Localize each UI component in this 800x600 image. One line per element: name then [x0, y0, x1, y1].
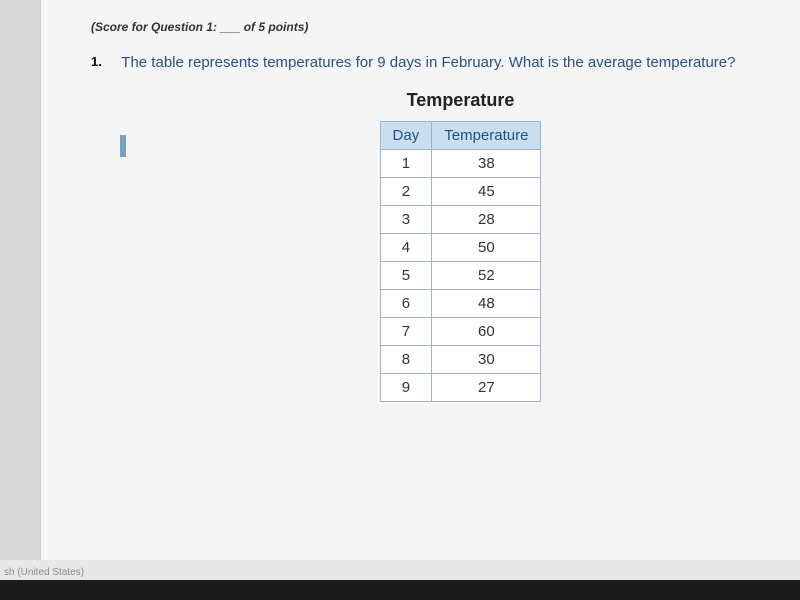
table-row: 760	[380, 318, 541, 346]
score-label: (Score for Question 1: ___ of 5 points)	[91, 20, 750, 34]
cell-day: 3	[380, 206, 432, 234]
cell-temp: 27	[432, 374, 541, 402]
cell-temp: 38	[432, 150, 541, 178]
cell-temp: 52	[432, 262, 541, 290]
temperature-table: Day Temperature 138 245 328 450 552 648 …	[380, 121, 542, 402]
col-day: Day	[380, 122, 432, 150]
table-header-row: Day Temperature	[380, 122, 541, 150]
question-number: 1.	[91, 54, 102, 69]
left-margin	[0, 0, 40, 560]
table-row: 552	[380, 262, 541, 290]
table-row: 927	[380, 374, 541, 402]
cell-day: 4	[380, 234, 432, 262]
table-title: Temperature	[171, 90, 750, 111]
cell-day: 8	[380, 346, 432, 374]
table-row: 450	[380, 234, 541, 262]
document-page: (Score for Question 1: ___ of 5 points) …	[40, 0, 800, 560]
text-cursor	[120, 135, 126, 157]
cell-temp: 28	[432, 206, 541, 234]
cell-day: 6	[380, 290, 432, 318]
cell-day: 1	[380, 150, 432, 178]
cell-day: 7	[380, 318, 432, 346]
table-wrapper: Temperature Day Temperature 138 245 328 …	[171, 90, 750, 402]
col-temperature: Temperature	[432, 122, 541, 150]
cell-day: 9	[380, 374, 432, 402]
bottom-bezel	[0, 580, 800, 600]
question-row: 1. The table represents temperatures for…	[91, 54, 750, 72]
table-row: 648	[380, 290, 541, 318]
cell-temp: 50	[432, 234, 541, 262]
cell-temp: 60	[432, 318, 541, 346]
status-bar-language: sh (United States)	[0, 565, 88, 580]
table-row: 830	[380, 346, 541, 374]
table-row: 245	[380, 178, 541, 206]
cell-temp: 45	[432, 178, 541, 206]
cell-day: 5	[380, 262, 432, 290]
table-row: 328	[380, 206, 541, 234]
table-row: 138	[380, 150, 541, 178]
cell-day: 2	[380, 178, 432, 206]
cell-temp: 48	[432, 290, 541, 318]
question-text: The table represents temperatures for 9 …	[121, 54, 735, 71]
cell-temp: 30	[432, 346, 541, 374]
